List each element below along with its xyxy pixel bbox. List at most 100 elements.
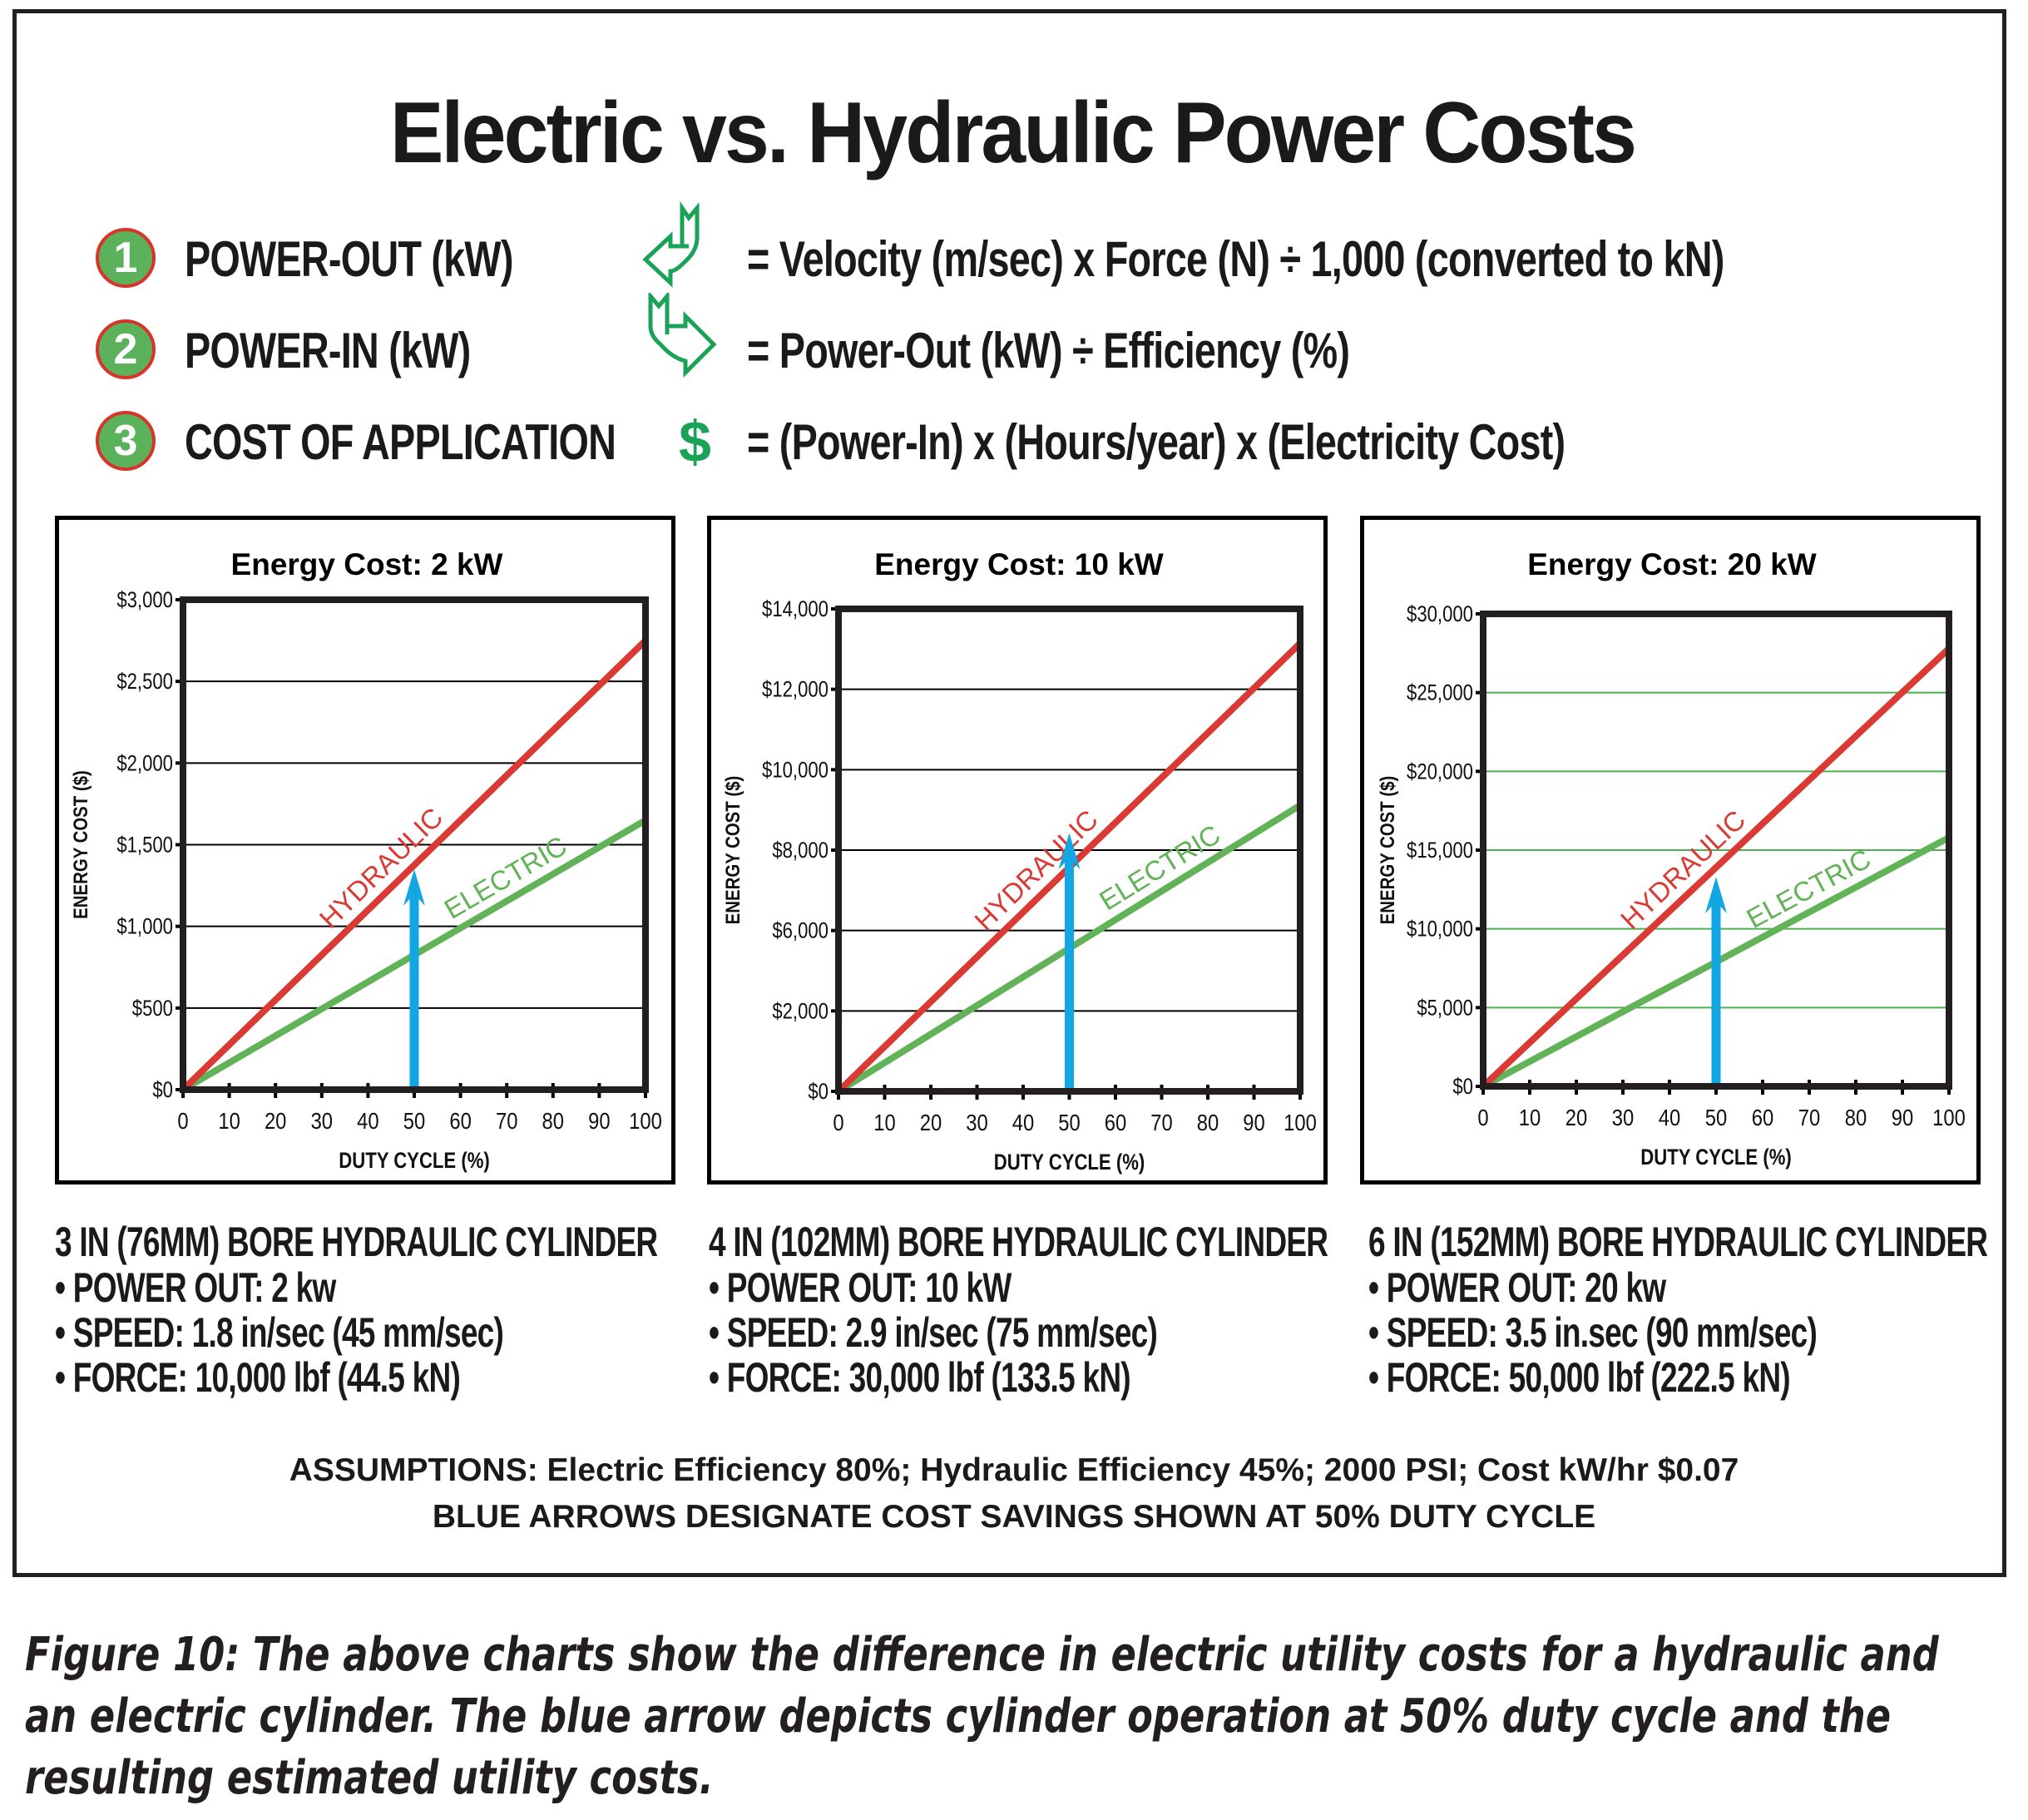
- cylinder-heading: 3 IN (76MM) BORE HYDRAULIC CYLINDER: [55, 1219, 658, 1265]
- plot-area-frame: [1480, 611, 1952, 1090]
- figure-caption-line: Figure 10: The above charts show the dif…: [25, 1628, 1939, 1682]
- formula-label: COST OF APPLICATION: [185, 414, 616, 470]
- cylinder-heading: 4 IN (102MM) BORE HYDRAULIC CYLINDER: [709, 1219, 1328, 1265]
- chart-title: Energy Cost: 2 kW: [231, 547, 503, 581]
- hydraulic-series-line: [181, 638, 648, 1092]
- chart-title: Energy Cost: 20 kW: [1527, 547, 1817, 581]
- spec-speed: • SPEED: 3.5 in.sec (90 mm/sec): [1368, 1309, 1818, 1356]
- x-tick-label: 20: [1566, 1104, 1587, 1130]
- formula-text: = Velocity (m/sec) x Force (N) ÷ 1,000 (…: [747, 231, 1724, 287]
- y-tick-label: $12,000: [762, 678, 829, 703]
- green-outline-arrow-left-icon: [642, 201, 700, 288]
- y-tick-label: $2,000: [772, 999, 829, 1024]
- chart-10kw: Energy Cost: 10 kW $0 $2,000 $6,000 $8,000 $1…: [707, 516, 1328, 1184]
- x-axis-label: DUTY CYCLE (%): [994, 1150, 1145, 1175]
- x-axis-label: DUTY CYCLE (%): [1640, 1145, 1792, 1170]
- cylinder-heading: 6 IN (152MM) BORE HYDRAULIC CYLINDER: [1368, 1219, 1988, 1265]
- y-tick-label: $10,000: [762, 758, 829, 783]
- y-tick-label: $0: [808, 1080, 829, 1105]
- y-tick-label: $10,000: [1407, 917, 1473, 942]
- x-tick-label: 70: [1798, 1104, 1820, 1130]
- x-tick-label: 100: [629, 1107, 662, 1134]
- spec-power-out: • POWER OUT: 2 kw: [55, 1264, 336, 1311]
- spec-speed: • SPEED: 1.8 in/sec (45 mm/sec): [55, 1309, 504, 1356]
- x-tick-label: 100: [1932, 1104, 1966, 1130]
- x-tick-label: 30: [311, 1107, 333, 1134]
- y-tick-label: $0: [152, 1078, 173, 1103]
- y-tick-label: $5,000: [1417, 996, 1473, 1021]
- chart-svg: Energy Cost: 10 kW $0 $2,000 $6,000 $8,000 $1…: [721, 547, 1317, 1175]
- x-tick-label: 30: [1612, 1104, 1634, 1130]
- assumptions-text: ASSUMPTIONS: Electric Efficiency 80%; Hy…: [289, 1452, 1739, 1488]
- spec-force: • FORCE: 30,000 lbf (133.5 kN): [709, 1354, 1131, 1401]
- x-tick-label: 10: [218, 1107, 240, 1134]
- x-tick-label: 60: [1752, 1104, 1773, 1130]
- x-tick-label: 90: [1243, 1109, 1264, 1135]
- step-number-badge: 3: [96, 411, 156, 471]
- y-tick-label: $3,000: [116, 588, 173, 613]
- x-tick-label: 40: [1659, 1104, 1680, 1130]
- y-tick-label: $14,000: [762, 597, 829, 622]
- spec-speed: • SPEED: 2.9 in/sec (75 mm/sec): [709, 1309, 1158, 1356]
- chart-title: Energy Cost: 10 kW: [874, 547, 1164, 581]
- figure-caption-line: an electric cylinder. The blue arrow dep…: [25, 1689, 1892, 1743]
- y-tick-label: $2,500: [116, 670, 173, 695]
- x-tick-label: 90: [1892, 1104, 1913, 1130]
- x-tick-label: 50: [1058, 1109, 1080, 1135]
- x-tick-label: 10: [873, 1109, 895, 1135]
- y-axis-label: ENERGY COST ($): [1376, 776, 1398, 925]
- x-tick-label: 60: [1105, 1109, 1126, 1135]
- spec-force: • FORCE: 50,000 lbf (222.5 kN): [1368, 1354, 1791, 1401]
- x-tick-label: 20: [265, 1107, 286, 1134]
- y-tick-label: $20,000: [1407, 759, 1473, 784]
- x-tick-label: 0: [177, 1107, 188, 1134]
- y-tick-label: $25,000: [1407, 681, 1473, 706]
- plot-area-frame: [835, 606, 1303, 1095]
- formula-text: = (Power-In) x (Hours/year) x (Electrici…: [747, 414, 1566, 470]
- green-outline-arrow-right-icon: [648, 293, 717, 378]
- cost-savings-arrow-head: [403, 868, 425, 906]
- x-tick-label: 50: [1705, 1104, 1727, 1130]
- step-number-badge: 2: [96, 319, 156, 379]
- y-axis-label: ENERGY COST ($): [69, 770, 92, 919]
- x-tick-label: 70: [496, 1107, 517, 1134]
- x-tick-label: 0: [833, 1109, 843, 1135]
- dollar-sign-icon: $: [679, 409, 711, 474]
- figure-frame: [12, 9, 2006, 1577]
- x-tick-label: 100: [1284, 1109, 1317, 1135]
- chart-20kw: Energy Cost: 20 kW $0 $5,000 $10,000 $15,000…: [1360, 516, 1981, 1184]
- chart-svg: Energy Cost: 20 kW $0 $5,000 $10,000 $15,000…: [1376, 547, 1966, 1170]
- y-tick-label: $1,500: [116, 833, 173, 858]
- x-tick-label: 70: [1150, 1109, 1172, 1135]
- y-tick-label: $1,000: [116, 915, 173, 940]
- cylinder-spec-3: 6 IN (152MM) BORE HYDRAULIC CYLINDER • P…: [1368, 1219, 1988, 1402]
- plot-area-frame: [180, 596, 649, 1093]
- x-tick-label: 30: [966, 1109, 987, 1135]
- step-number-badge: 1: [96, 228, 156, 288]
- cylinder-spec-2: 4 IN (102MM) BORE HYDRAULIC CYLINDER • P…: [709, 1221, 1328, 1402]
- x-tick-label: 50: [403, 1107, 425, 1134]
- y-tick-label: $2,000: [116, 751, 173, 776]
- figure-caption-line: resulting estimated utility costs.: [25, 1751, 714, 1805]
- cost-savings-arrow-head: [1705, 877, 1727, 914]
- y-tick-label: $500: [132, 997, 173, 1021]
- x-tick-label: 90: [588, 1107, 610, 1134]
- y-tick-label: $8,000: [772, 838, 829, 863]
- x-tick-label: 60: [449, 1107, 471, 1134]
- x-tick-label: 80: [1197, 1109, 1219, 1135]
- spec-power-out: • POWER OUT: 10 kW: [709, 1264, 1012, 1311]
- y-tick-label: $30,000: [1407, 602, 1473, 627]
- cylinder-spec-1: 3 IN (76MM) BORE HYDRAULIC CYLINDER • PO…: [55, 1219, 658, 1402]
- blue-arrow-note: BLUE ARROWS DESIGNATE COST SAVINGS SHOWN…: [432, 1499, 1596, 1535]
- page-title: Electric vs. Hydraulic Power Costs: [389, 85, 1637, 181]
- x-tick-label: 80: [1845, 1104, 1867, 1130]
- x-tick-label: 0: [1477, 1104, 1488, 1130]
- y-tick-label: $0: [1452, 1075, 1473, 1100]
- hydraulic-series-label: HYDRAULIC: [314, 802, 449, 934]
- x-tick-label: 10: [1519, 1104, 1541, 1130]
- hydraulic-series-label: HYDRAULIC: [968, 804, 1104, 936]
- formula-text: = Power-Out (kW) ÷ Efficiency (%): [747, 323, 1350, 378]
- hydraulic-series-label: HYDRAULIC: [1615, 804, 1751, 936]
- cost-savings-arrow-head: [1058, 833, 1081, 870]
- spec-power-out: • POWER OUT: 20 kw: [1368, 1264, 1666, 1311]
